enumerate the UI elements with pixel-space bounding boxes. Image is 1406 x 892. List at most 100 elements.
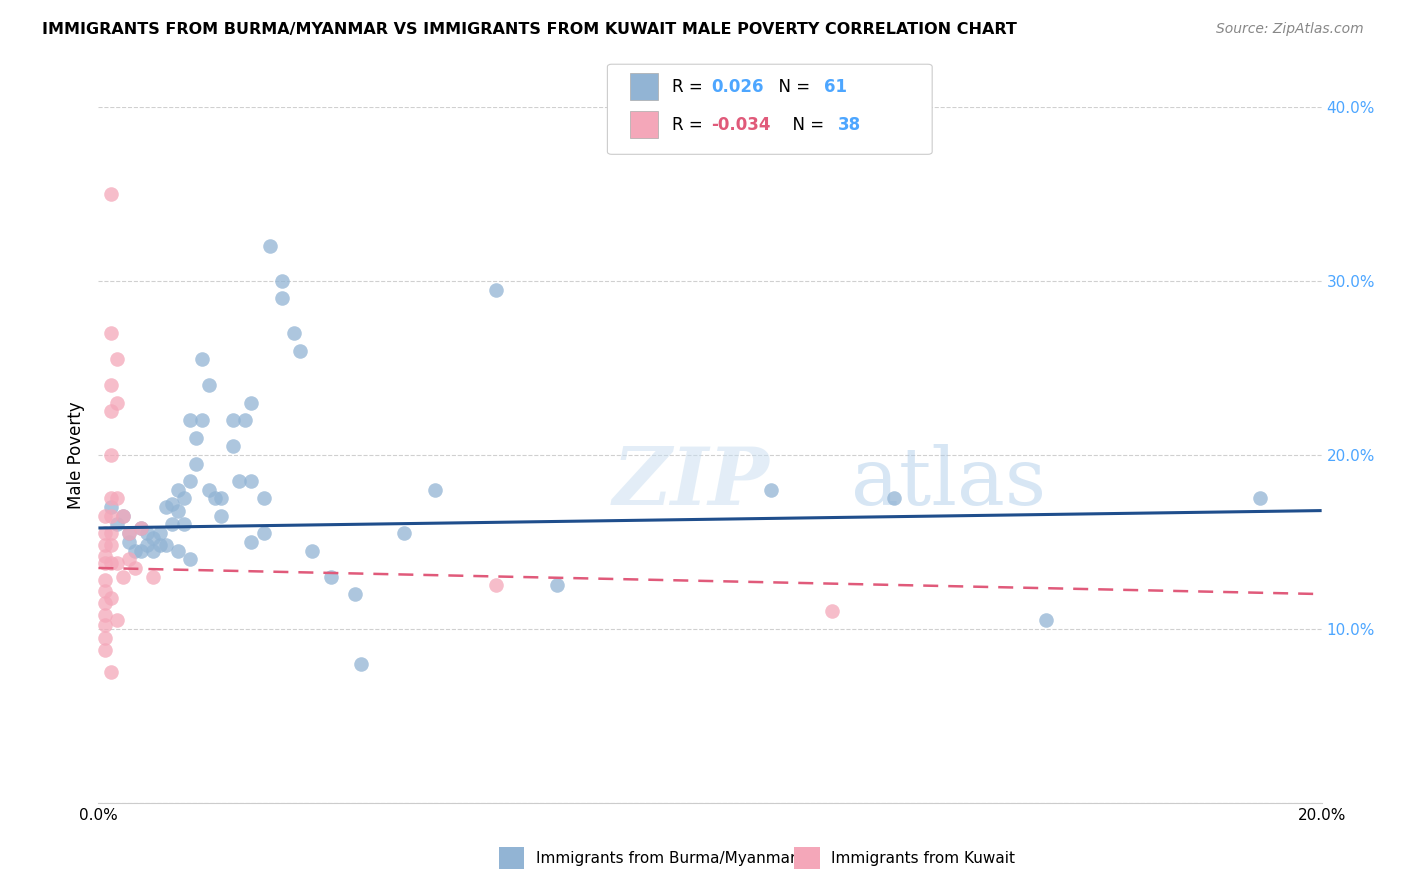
Point (392, 526, 416, 541)
Point (546, 578, 568, 592)
Point (240, 396, 263, 410)
Point (142, 570, 165, 584)
Point (270, 291, 292, 305)
Point (228, 474, 250, 488)
Point (344, 587, 367, 601)
Point (222, 439, 245, 453)
Point (179, 413, 201, 427)
Point (240, 534, 263, 549)
Point (204, 491, 226, 506)
Point (100, 187, 122, 202)
Point (100, 508, 122, 523)
Point (167, 543, 190, 558)
Point (93, 508, 115, 523)
Point (100, 378, 122, 392)
Point (142, 532, 165, 546)
Point (240, 474, 263, 488)
Point (142, 543, 165, 558)
Point (93, 556, 115, 570)
Point (209, 508, 232, 523)
Point (283, 326, 305, 340)
Point (1035, 613, 1057, 627)
Point (111, 508, 134, 523)
Y-axis label: Male Poverty: Male Poverty (67, 401, 86, 508)
Point (129, 521, 152, 535)
Point (222, 413, 245, 427)
Point (93, 631, 115, 645)
Point (105, 491, 128, 506)
Text: 61: 61 (824, 78, 846, 95)
Point (93, 549, 115, 563)
Point (93, 607, 115, 622)
Point (93, 583, 115, 598)
Point (197, 483, 219, 497)
Text: -0.034: -0.034 (711, 116, 770, 134)
Text: R =: R = (672, 78, 709, 95)
Point (423, 483, 446, 497)
Point (124, 543, 146, 558)
Point (105, 613, 128, 627)
Point (319, 570, 342, 584)
Point (100, 591, 122, 605)
Point (93, 618, 115, 632)
Point (118, 552, 141, 566)
Point (118, 526, 141, 541)
Point (186, 431, 208, 445)
Point (111, 570, 134, 584)
Text: N =: N = (782, 116, 830, 134)
Point (136, 526, 159, 541)
Point (105, 396, 128, 410)
Point (191, 352, 214, 367)
Point (179, 552, 201, 566)
Point (197, 378, 219, 392)
Point (252, 526, 274, 541)
Text: 38: 38 (838, 116, 860, 134)
Point (155, 500, 177, 514)
Point (1249, 491, 1271, 506)
Point (179, 474, 201, 488)
Point (173, 517, 195, 532)
Point (93, 573, 115, 587)
Point (100, 556, 122, 570)
Point (485, 578, 508, 592)
Point (118, 534, 141, 549)
Point (105, 556, 128, 570)
Point (100, 491, 122, 506)
Point (209, 491, 232, 506)
Point (100, 448, 122, 462)
Point (160, 497, 183, 511)
Point (759, 483, 782, 497)
Text: Source: ZipAtlas.com: Source: ZipAtlas.com (1216, 22, 1364, 37)
Text: R =: R = (672, 116, 709, 134)
Text: Immigrants from Burma/Myanmar: Immigrants from Burma/Myanmar (536, 851, 796, 865)
Point (270, 274, 292, 288)
Point (155, 538, 177, 552)
Point (118, 526, 141, 541)
Text: N =: N = (768, 78, 815, 95)
Point (105, 352, 128, 367)
Point (93, 526, 115, 541)
Point (100, 404, 122, 418)
Point (485, 283, 508, 297)
Point (821, 605, 844, 619)
Text: Immigrants from Kuwait: Immigrants from Kuwait (831, 851, 1015, 865)
Text: ZIP: ZIP (612, 444, 769, 522)
Point (129, 543, 152, 558)
Point (136, 538, 159, 552)
Point (191, 413, 214, 427)
Text: 0.026: 0.026 (711, 78, 763, 95)
Text: IMMIGRANTS FROM BURMA/MYANMAR VS IMMIGRANTS FROM KUWAIT MALE POVERTY CORRELATION: IMMIGRANTS FROM BURMA/MYANMAR VS IMMIGRA… (42, 22, 1017, 37)
Point (124, 561, 146, 575)
Point (173, 491, 195, 506)
Point (129, 521, 152, 535)
Point (149, 526, 172, 541)
Point (186, 457, 208, 471)
Text: atlas: atlas (851, 443, 1046, 522)
Point (167, 503, 190, 517)
Point (93, 538, 115, 552)
Point (93, 596, 115, 610)
Point (883, 491, 905, 506)
Point (105, 517, 128, 532)
Point (290, 343, 312, 358)
Point (100, 538, 122, 552)
